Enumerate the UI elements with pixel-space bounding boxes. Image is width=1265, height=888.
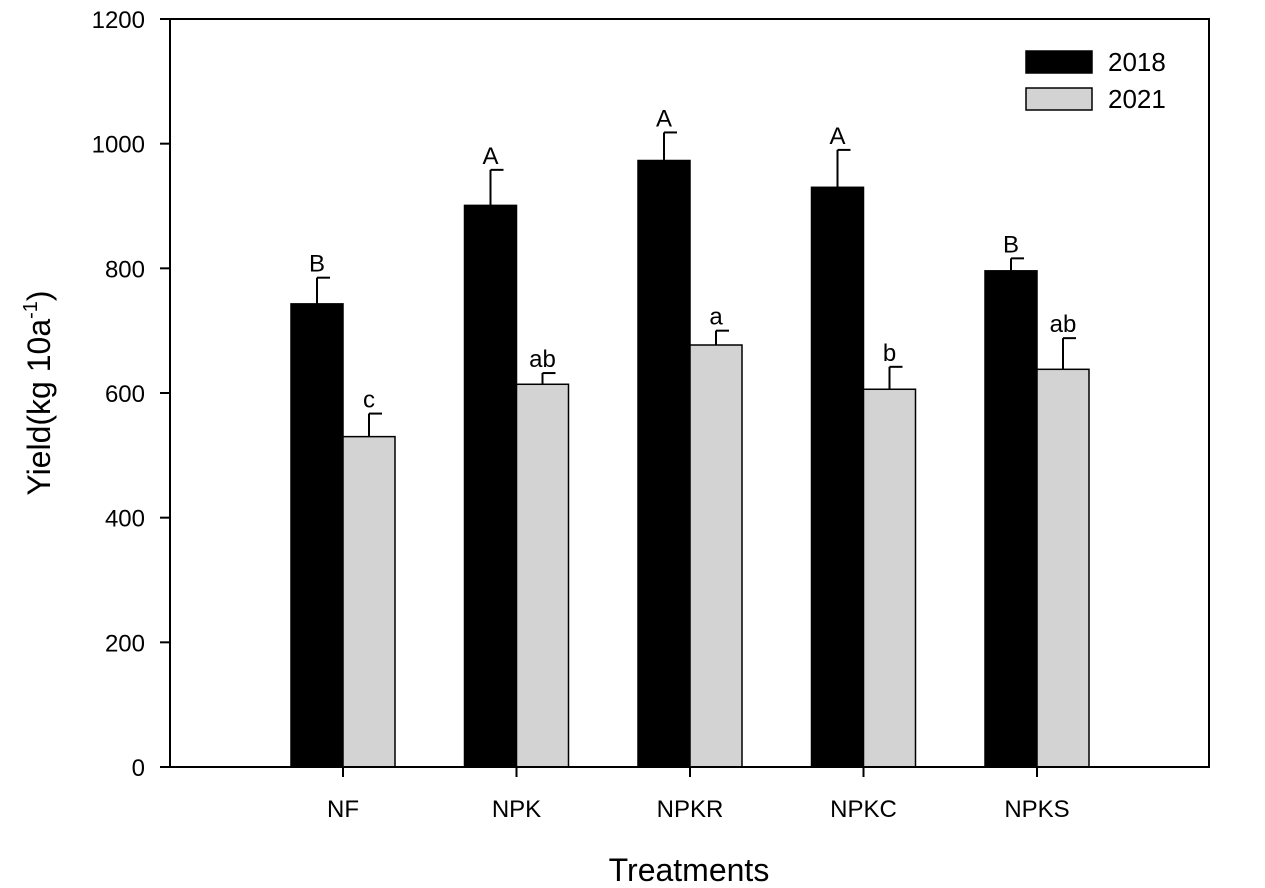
bar: [689, 344, 743, 768]
bar: [342, 435, 396, 768]
y-axis-label-end: ): [21, 290, 57, 301]
bar: [1036, 368, 1090, 768]
legend-swatch: [1025, 50, 1093, 74]
bar: [810, 186, 865, 768]
y-tick-label: 600: [105, 381, 145, 408]
significance-label: B: [309, 251, 325, 278]
bar: [862, 388, 917, 768]
y-tick-label: 800: [105, 256, 145, 283]
significance-label: A: [829, 123, 845, 150]
bar: [290, 303, 344, 768]
y-axis-label-main: Yield(kg 10a: [21, 319, 57, 496]
significance-label: B: [1003, 231, 1019, 258]
legend-label: 2018: [1108, 47, 1166, 77]
legend-label: 2021: [1108, 84, 1166, 114]
y-tick-label: 1000: [92, 132, 145, 159]
bar: [637, 159, 691, 768]
y-axis-label-sup: -1: [20, 301, 42, 319]
x-axis-label: Treatments: [609, 852, 770, 888]
significance-label: A: [656, 105, 672, 132]
significance-label: ab: [529, 346, 556, 373]
x-tick-label: NPK: [492, 796, 541, 823]
y-axis-label: Yield(kg 10a-1): [20, 290, 57, 495]
significance-label: b: [883, 340, 896, 367]
x-tick-label: NPKC: [830, 796, 897, 823]
bar: [515, 383, 570, 768]
x-axis-ticks: NF NPK NPKR NPKC NPKS: [327, 767, 1070, 823]
y-tick-label: 0: [132, 755, 145, 782]
significance-label: A: [482, 143, 498, 170]
x-tick-label: NF: [327, 796, 359, 823]
significance-label: c: [363, 387, 375, 414]
x-tick-label: NPKR: [657, 796, 724, 823]
legend-swatch: [1025, 87, 1093, 111]
bar: [984, 270, 1038, 768]
y-axis-ticks: 0 200 400 600 800 1000 1200: [92, 7, 170, 782]
y-tick-label: 1200: [92, 7, 145, 34]
significance-label: a: [709, 304, 723, 331]
bar: [463, 204, 518, 768]
y-tick-label: 400: [105, 506, 145, 533]
legend: 2018 2021: [1025, 47, 1166, 114]
significance-label: ab: [1050, 311, 1077, 338]
x-tick-label: NPKS: [1004, 796, 1069, 823]
y-tick-label: 200: [105, 630, 145, 657]
